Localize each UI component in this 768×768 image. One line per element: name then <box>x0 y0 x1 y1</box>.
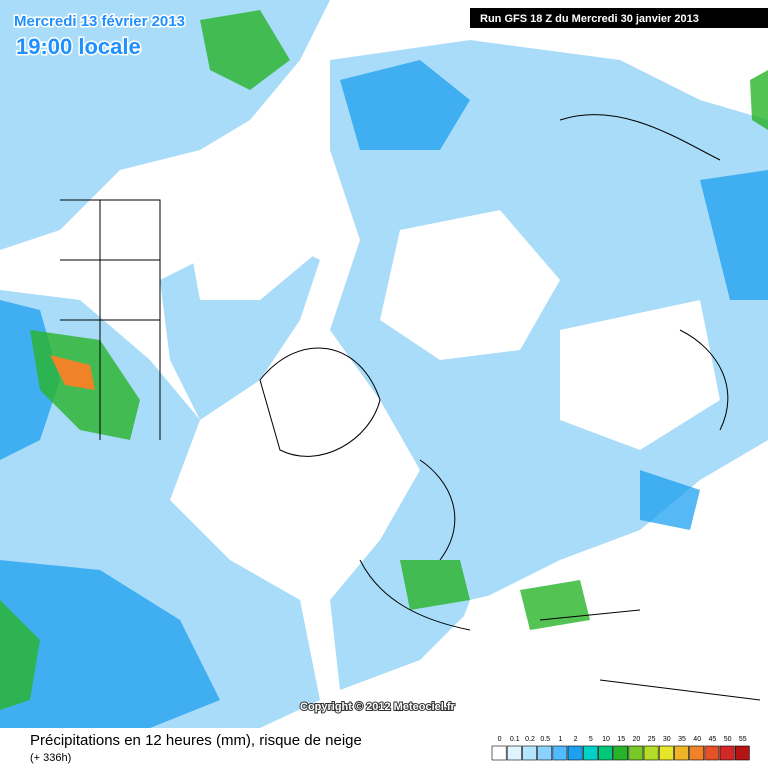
legend-swatch <box>522 745 537 761</box>
run-info: Run GFS 18 Z du Mercredi 30 janvier 2013 <box>480 13 699 25</box>
legend-swatch <box>613 745 629 761</box>
legend-label: 10 <box>602 736 610 743</box>
legend-swatch <box>628 745 644 761</box>
legend-swatch <box>734 745 750 761</box>
legend-label: 5 <box>589 736 593 743</box>
footer-title: Précipitations en 12 heures (mm), risque… <box>30 732 362 749</box>
legend-swatch <box>704 745 720 761</box>
legend-label: 2 <box>574 736 578 743</box>
legend-label: 15 <box>617 736 625 743</box>
run-box <box>470 8 768 28</box>
legend-swatch <box>719 745 735 761</box>
legend: 0 0.1 0.2 0.5 1 2 5 10 15 20 25 30 35 40 45 50 55 <box>491 736 750 761</box>
legend-label: 0.1 <box>510 736 520 743</box>
footer-subtitle: (+ 336h) <box>30 752 71 764</box>
legend-label: 35 <box>678 736 686 743</box>
legend-label: 50 <box>724 736 732 743</box>
legend-swatch <box>582 745 598 761</box>
copyright: Copyright © 2012 Meteociel.fr <box>300 701 456 713</box>
legend-swatch <box>506 745 522 761</box>
legend-label: 40 <box>693 736 701 743</box>
legend-label: 45 <box>709 736 717 743</box>
legend-swatch <box>674 745 689 761</box>
legend-label: 0.5 <box>540 736 550 743</box>
legend-label: 30 <box>663 736 671 743</box>
legend-swatch <box>689 745 705 761</box>
legend-swatch <box>658 745 674 761</box>
legend-label: 25 <box>648 736 656 743</box>
legend-swatch <box>643 745 659 761</box>
map <box>0 0 768 728</box>
legend-label: 20 <box>633 736 641 743</box>
forecast-time: 19:00 locale <box>16 34 141 59</box>
legend-label: 0.2 <box>525 736 535 743</box>
dry-areas <box>180 180 760 728</box>
legend-swatch <box>598 745 613 761</box>
legend-swatch <box>552 745 568 761</box>
legend-swatch <box>537 745 553 761</box>
coastlines <box>60 114 761 701</box>
forecast-date: Mercredi 13 février 2013 <box>14 13 185 30</box>
legend-swatch <box>567 745 583 761</box>
precip-peak <box>50 355 95 390</box>
legend-swatch <box>491 745 507 761</box>
legend-label: 55 <box>739 736 747 743</box>
legend-label: 0 <box>498 736 502 743</box>
legend-label: 1 <box>558 736 562 743</box>
